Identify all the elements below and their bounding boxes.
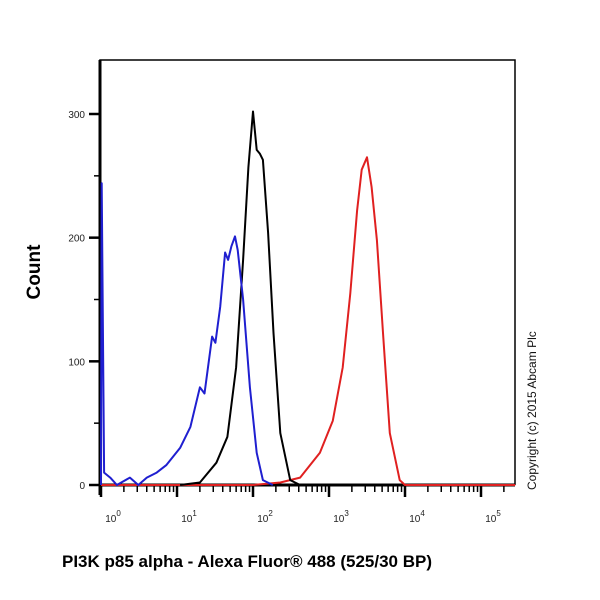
series-line-e02020 [101, 156, 516, 486]
x-tick-label: 103 [333, 509, 349, 525]
x-tick-label: 105 [485, 509, 501, 525]
x-axis-label: PI3K p85 alpha - Alexa Fluor® 488 (525/3… [62, 552, 432, 571]
plot-frame [99, 59, 516, 485]
series-line-000000 [179, 110, 301, 486]
y-tick-label: 100 [68, 357, 85, 368]
x-tick-label: 104 [409, 509, 425, 525]
copyright-annotation: Copyright (c) 2015 Abcam Plc [525, 331, 539, 490]
series-line-1f1fd0 [100, 182, 274, 486]
x-tick-label: 100 [105, 509, 121, 525]
y-tick-label: 200 [68, 234, 85, 245]
x-tick-label: 101 [181, 509, 197, 525]
y-tick-label: 0 [79, 481, 85, 492]
axes: 0 100 200 300 100 101 102 103 104 105 [68, 59, 516, 525]
y-tick-label: 300 [68, 110, 85, 121]
x-tick-label: 102 [257, 509, 273, 525]
series-group [100, 110, 516, 486]
y-axis-label: Count [24, 244, 45, 300]
